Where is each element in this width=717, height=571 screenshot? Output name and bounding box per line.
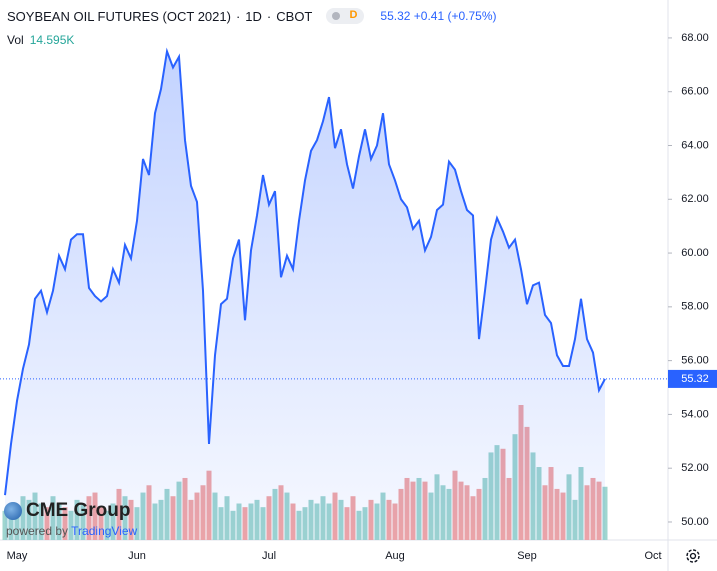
logo-text: CME Group [26,500,131,521]
x-tick-label: Jun [128,550,146,562]
y-tick-label: 54.00 [681,408,709,420]
last-price: 55.32 [380,9,411,23]
x-tick-label: Sep [517,550,537,562]
interval: 1D [245,8,262,24]
powered-by: powered by TradingView [6,524,137,538]
y-tick-label: 56.00 [681,355,709,367]
y-tick-label: 60.00 [681,247,709,259]
settings-icon[interactable] [686,549,700,563]
price-line [4,47,606,496]
volume-legend: Vol 14.595K [7,33,74,47]
last-price-box [668,369,717,388]
powered-text: powered by [6,524,69,538]
y-tick-label: 66.00 [681,86,709,98]
change: +0.41 [413,9,445,23]
volume-value: 14.595K [29,33,75,47]
x-tick-label: Jul [262,550,276,562]
y-tick-label: 50.00 [681,516,709,528]
header: SOYBEAN OIL FUTURES (OCT 2021) · 1D · CBOT D… [7,8,497,24]
y-tick-label: 52.00 [681,462,709,474]
brand: TradingView [71,524,138,538]
symbol-title: SOYBEAN OIL FUTURES (OCT 2021) [7,8,231,24]
change-pct: (+0.75%) [447,9,497,23]
badge-text: D [349,9,358,21]
volume-label: Vol [7,33,24,47]
y-tick-label: 68.00 [681,32,709,44]
y-tick-label: 64.00 [681,139,709,151]
last-price-label: 55.32 [681,373,709,385]
y-tick-label: 62.00 [681,193,709,205]
price-info: 55.32 +0.41 (+0.75%) [380,9,496,23]
x-tick-label: Aug [385,550,405,562]
exchange: CBOT [276,8,313,24]
x-tick-label: May [7,550,28,562]
area [5,51,605,541]
x-tick-label: Oct [644,550,661,562]
status-badge: D [326,8,365,24]
logo: CME Group [4,500,131,522]
y-tick-label: 58.00 [681,301,709,313]
